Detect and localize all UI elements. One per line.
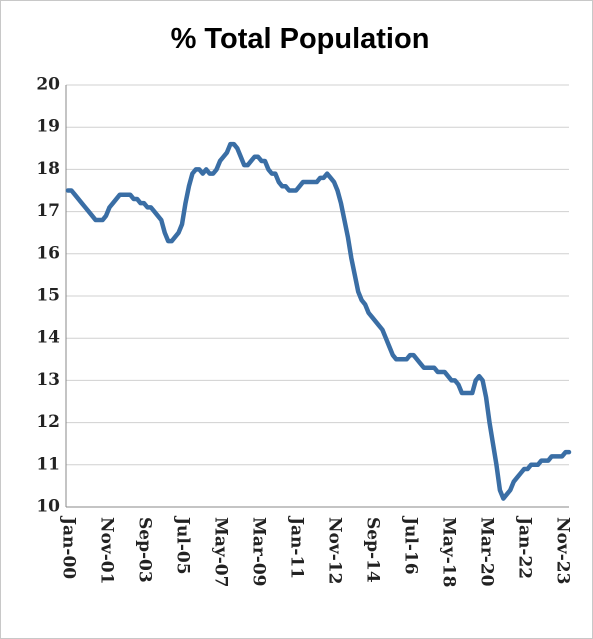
y-tick-label: 12 xyxy=(36,412,60,432)
y-tick-label: 11 xyxy=(36,454,60,474)
x-tick-label: Nov-12 xyxy=(325,517,345,584)
x-tick-label: Nov-01 xyxy=(97,517,117,584)
x-tick-label: Sep-14 xyxy=(363,517,383,583)
x-tick-label: Jan-00 xyxy=(59,515,79,579)
x-tick-label: Jul-16 xyxy=(401,515,421,575)
y-tick-label: 17 xyxy=(36,201,60,221)
y-tick-label: 13 xyxy=(36,370,60,390)
y-tick-label: 20 xyxy=(36,75,60,95)
y-tick-label: 15 xyxy=(36,286,60,306)
y-tick-label: 18 xyxy=(36,159,60,179)
x-tick-label: Sep-03 xyxy=(135,517,155,583)
x-tick-label: Mar-20 xyxy=(477,517,497,587)
data-line xyxy=(65,141,572,501)
x-tick-label: Jan-11 xyxy=(287,515,307,579)
chart-title: % Total Population xyxy=(171,23,430,55)
x-tick-label: Jan-22 xyxy=(515,515,535,579)
x-tick-label: Mar-09 xyxy=(249,517,269,587)
x-tick-label: May-07 xyxy=(211,517,231,587)
x-tick-label: Nov-23 xyxy=(553,517,573,584)
y-tick-label: 16 xyxy=(36,243,60,263)
x-tick-label: May-18 xyxy=(439,517,459,587)
y-tick-label: 14 xyxy=(36,328,60,348)
y-tick-label: 19 xyxy=(36,117,60,137)
x-tick-label: Jul-05 xyxy=(173,515,193,575)
y-tick-label: 10 xyxy=(36,497,60,517)
